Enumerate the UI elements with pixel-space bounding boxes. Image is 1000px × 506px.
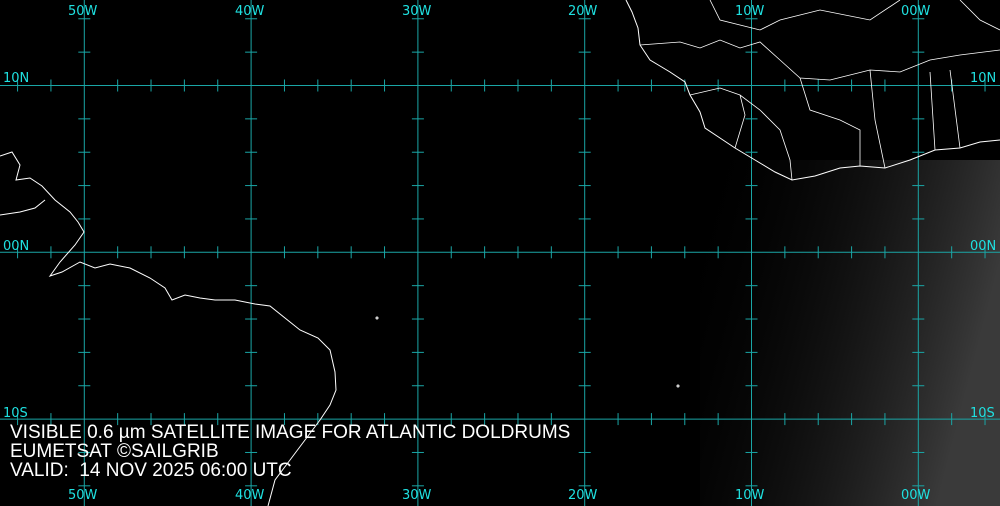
lon-label-bottom: 30W (402, 488, 432, 503)
image-caption: VISIBLE 0.6 µm SATELLITE IMAGE FOR ATLAN… (10, 423, 570, 480)
lat-label-left: 00N (3, 239, 30, 254)
lon-label-top: 30W (402, 4, 432, 19)
lon-label-top: 50W (68, 4, 98, 19)
lat-label-right: 10S (970, 406, 995, 421)
lon-label-bottom: 10W (735, 488, 765, 503)
south-america-border (0, 199, 46, 216)
lon-label-top: 20W (568, 4, 598, 19)
island (676, 384, 680, 388)
lat-label-right: 10N (970, 71, 997, 86)
daylight-shading (700, 160, 1000, 506)
lon-label-bottom: 40W (235, 488, 265, 503)
lat-label-left: 10N (3, 71, 30, 86)
africa-borders (639, 0, 1000, 181)
lon-label-bottom: 50W (68, 488, 98, 503)
lon-label-top: 00W (901, 4, 931, 19)
lat-label-left: 10S (3, 406, 28, 421)
caption-credit: EUMETSAT ©SAILGRIB (10, 441, 219, 462)
lon-label-top: 10W (735, 4, 765, 19)
lat-label-right: 00N (970, 239, 997, 254)
island (375, 316, 379, 320)
caption-title: VISIBLE 0.6 µm SATELLITE IMAGE FOR ATLAN… (10, 422, 571, 443)
lon-label-bottom: 20W (568, 488, 598, 503)
caption-valid-time: VALID: 14 NOV 2025 06:00 UTC (10, 460, 292, 481)
south-america-coastline (0, 151, 337, 506)
lon-label-bottom: 00W (901, 488, 931, 503)
africa-coastline (625, 0, 1000, 181)
lon-label-top: 40W (235, 4, 265, 19)
